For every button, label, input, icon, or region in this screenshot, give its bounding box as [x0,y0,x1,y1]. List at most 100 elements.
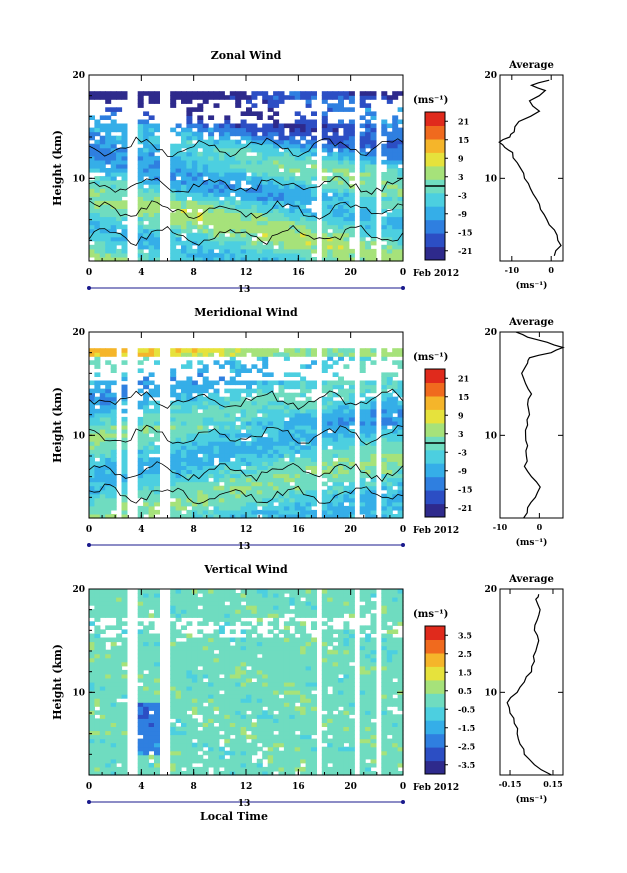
colorbar-swatch [425,382,445,397]
heatmap-cell [240,673,247,679]
heatmap-cell [105,384,112,390]
heatmap-cell [246,433,252,438]
heatmap-cell [137,99,144,104]
heatmap-cell [240,388,247,394]
heatmap-cell [213,473,220,479]
heatmap-cell [137,665,144,671]
heatmap-cell [327,497,334,503]
heatmap-cell [170,196,177,201]
heatmap-cell [386,489,393,495]
heatmap-cell [267,469,274,475]
heatmap-cell [256,702,263,707]
heatmap-cell [283,208,290,213]
heatmap-cell [202,665,209,671]
heatmap-cell [143,589,150,594]
heatmap-cell [143,509,150,515]
heatmap-cell [359,501,366,507]
heatmap-cell [246,380,252,386]
heatmap-cell [224,115,231,120]
heatmap-cell [99,425,106,430]
heatmap-cell [235,103,242,108]
heatmap-cell [397,514,404,519]
heatmap-cell [278,412,285,418]
heatmap-cell [89,449,95,454]
heatmap-cell [251,400,258,406]
heatmap-cell [246,653,252,659]
heatmap-cell [208,352,215,357]
heatmap-cell [370,412,377,418]
heatmap-cell [170,404,177,410]
heatmap-cell [246,501,252,507]
heatmap-cell [175,489,182,495]
heatmap-cell [218,400,225,406]
panel-title: Meridional Wind [194,306,298,319]
heatmap-cell [143,625,150,630]
heatmap-cell [343,95,350,100]
heatmap-cell [397,228,404,234]
heatmap-cell [386,376,393,382]
heatmap-cell [143,453,150,458]
heatmap-cell [235,184,242,189]
heatmap-cell [208,449,215,454]
heatmap-field [89,91,404,262]
heatmap-cell [381,388,388,394]
heatmap-cell [197,196,204,201]
heatmap-cell [397,505,404,511]
heatmap-cell [197,400,204,406]
heatmap-cell [99,457,106,462]
heatmap-cell [170,127,177,133]
heatmap-cell [370,505,377,511]
heatmap-cell [251,244,258,250]
heatmap-cell [235,493,242,499]
heatmap-cell [208,714,215,719]
heatmap-cell [181,702,187,707]
heatmap-cell [202,441,209,446]
heatmap-cell [343,232,350,238]
heatmap-cell [213,509,220,515]
heatmap-cell [386,505,393,511]
heatmap-cell [283,433,290,438]
heatmap-cell [348,388,355,394]
heatmap-cell [381,176,388,181]
heatmap-cell [148,248,155,254]
heatmap-cell [294,204,301,209]
heatmap-cell [186,404,193,410]
heatmap-cell [246,224,252,230]
heatmap-cell [289,404,296,410]
heatmap-cell [397,232,404,238]
heatmap-cell [175,123,182,129]
heatmap-cell [94,473,101,479]
heatmap-cell [213,192,220,197]
heatmap-cell [99,127,106,133]
heatmap-cell [89,514,95,519]
heatmap-cell [170,212,177,218]
heatmap-cell [262,176,269,181]
heatmap-cell [229,184,236,189]
heatmap-cell [105,481,112,487]
heatmap-cell [305,155,312,161]
heatmap-cell [283,372,290,377]
heatmap-cell [278,388,285,394]
heatmap-cell [305,216,312,222]
heatmap-cell [348,457,355,462]
heatmap-cell [105,188,112,193]
heatmap-cell [262,669,269,675]
heatmap-cell [283,514,290,519]
heatmap-cell [343,461,350,466]
heatmap-cell [256,605,263,610]
heatmap-cell [99,404,106,410]
heatmap-cell [289,180,296,185]
heatmap-cell [359,164,366,169]
heatmap-cell [251,706,258,711]
heatmap-cell [105,738,112,744]
heatmap-cell [197,360,204,365]
heatmap-cell [365,485,372,491]
heatmap-cell [338,188,344,193]
heatmap-cell [110,412,117,418]
heatmap-cell [278,352,285,357]
heatmap-cell [218,147,225,153]
heatmap-cell [273,99,280,104]
heatmap-cell [143,257,150,262]
heatmap-cell [186,147,193,153]
heatmap-cell [327,416,334,422]
